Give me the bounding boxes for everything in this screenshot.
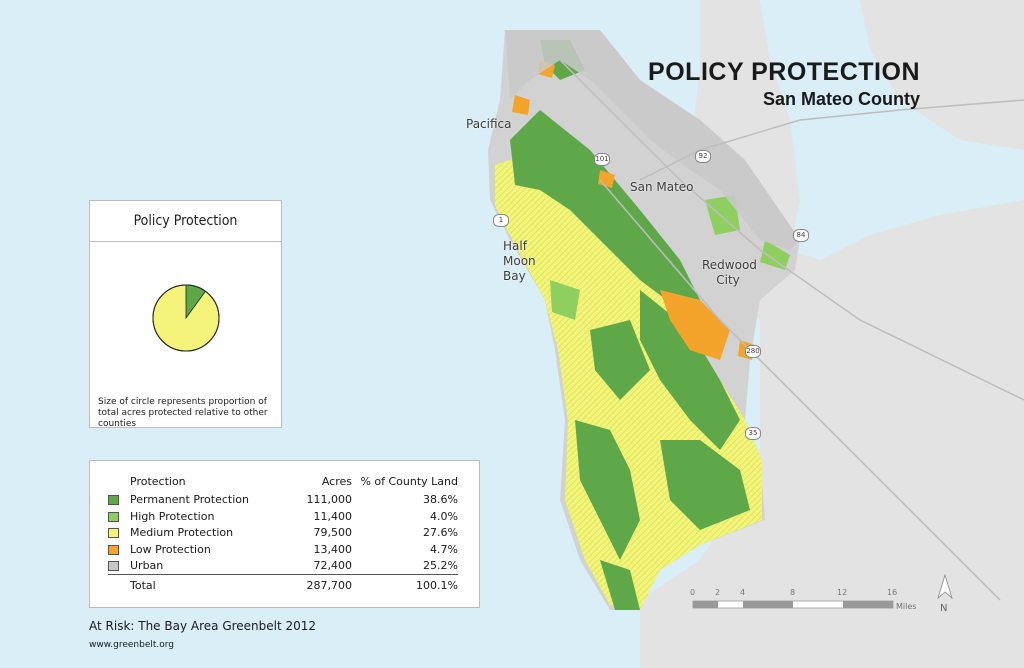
legend-panel: Protection Acres % of County Land Perman… bbox=[89, 460, 480, 608]
zone-permanent-2 bbox=[640, 290, 740, 450]
legend-header-acres: Acres bbox=[321, 474, 352, 488]
legend-row-name: Permanent Protection bbox=[130, 493, 249, 507]
road-101 bbox=[559, 59, 1024, 401]
legend-swatch-permanent bbox=[108, 495, 119, 506]
legend-row-pct: 27.6% bbox=[423, 526, 458, 540]
highway-shield-280: 280 bbox=[745, 345, 761, 358]
highway-shield-84: 84 bbox=[793, 229, 809, 242]
map-title: POLICY PROTECTION bbox=[648, 58, 920, 86]
zone-permanent-3 bbox=[575, 420, 640, 560]
legend-row-name: Medium Protection bbox=[130, 526, 234, 540]
legend-row-name: Urban bbox=[130, 559, 164, 573]
zone-urban bbox=[505, 30, 800, 250]
zone-permanent-1 bbox=[510, 110, 700, 310]
legend-row-acres: 79,500 bbox=[313, 526, 353, 540]
place-label-pacifica: Pacifica bbox=[466, 117, 512, 131]
legend-row: Urban 72,400 25.2% bbox=[108, 558, 458, 575]
scale-unit: Miles bbox=[896, 602, 917, 611]
legend-swatch-high bbox=[108, 511, 119, 522]
land-north bbox=[860, 0, 1024, 150]
zone-high-2 bbox=[760, 240, 790, 270]
pie-panel-note: Size of circle represents proportion of … bbox=[98, 397, 268, 429]
place-label-redwood-city: Redwood City bbox=[702, 258, 757, 287]
road-280 bbox=[599, 179, 1001, 601]
north-arrow bbox=[937, 573, 953, 600]
legend-swatch-urban bbox=[108, 561, 119, 572]
legend-row-name: High Protection bbox=[130, 509, 215, 523]
credit-url[interactable]: www.greenbelt.org bbox=[89, 640, 175, 650]
place-label-san-mateo: San Mateo bbox=[630, 180, 694, 194]
place-label-half-moon-bay: Half Moon Bay bbox=[503, 239, 536, 283]
north-label: N bbox=[940, 603, 948, 614]
legend-total-acres: 287,700 bbox=[282, 574, 352, 594]
pie-panel-divider bbox=[90, 241, 281, 242]
scale-tick-2: 2 bbox=[715, 588, 721, 597]
legend-row-acres: 13,400 bbox=[313, 542, 353, 556]
legend-total-pct: 100.1% bbox=[352, 574, 458, 594]
scale-tick-4: 4 bbox=[740, 588, 746, 597]
legend-row-pct: 38.6% bbox=[423, 493, 458, 507]
legend-row: Low Protection 13,400 4.7% bbox=[108, 541, 458, 558]
legend-row-acres: 11,400 bbox=[313, 509, 353, 523]
map-title-block: POLICY PROTECTION San Mateo County bbox=[648, 58, 920, 110]
scale-tick-0: 0 bbox=[690, 588, 696, 597]
legend-total-row: Total 287,700 100.1% bbox=[108, 574, 458, 594]
pie-outline bbox=[152, 284, 220, 352]
legend-header-protection: Protection bbox=[130, 474, 186, 488]
zone-permanent-4 bbox=[660, 440, 750, 530]
zone-permanent-6 bbox=[590, 320, 650, 400]
legend-header-row: Protection Acres % of County Land bbox=[108, 473, 458, 492]
zone-high-3 bbox=[550, 280, 580, 320]
pie-panel: Policy Protection Size of circle represe… bbox=[89, 200, 282, 429]
legend-row-acres: 72,400 bbox=[313, 559, 353, 573]
legend-row: Medium Protection 79,500 27.6% bbox=[108, 525, 458, 542]
road-92 bbox=[639, 99, 1024, 181]
highway-shield-101: 101 bbox=[594, 153, 610, 166]
scale-tick-16: 16 bbox=[887, 588, 898, 597]
protection-pie-chart bbox=[152, 284, 220, 352]
legend-row-acres: 111,000 bbox=[306, 493, 353, 507]
credit-title: At Risk: The Bay Area Greenbelt 2012 bbox=[89, 619, 317, 633]
zone-low-1 bbox=[660, 290, 730, 360]
legend-row: High Protection 11,400 4.0% bbox=[108, 508, 458, 525]
legend-header-pct: % of County Land bbox=[360, 474, 458, 488]
legend-row-pct: 25.2% bbox=[423, 559, 458, 573]
scale-tick-8: 8 bbox=[790, 588, 796, 597]
legend-swatch-low bbox=[108, 544, 119, 555]
legend-row-name: Low Protection bbox=[130, 542, 211, 556]
highway-shield-1: 1 bbox=[493, 214, 509, 227]
legend-row-pct: 4.0% bbox=[430, 509, 458, 523]
pie-panel-title: Policy Protection bbox=[133, 213, 238, 229]
highway-shield-35: 35 bbox=[745, 427, 761, 440]
zone-permanent-7 bbox=[600, 560, 640, 610]
legend-table: Protection Acres % of County Land Perman… bbox=[108, 473, 458, 594]
scale-bar bbox=[692, 600, 894, 609]
zone-low-2 bbox=[512, 95, 530, 115]
map-subtitle: San Mateo County bbox=[762, 89, 920, 109]
legend-row-pct: 4.7% bbox=[430, 542, 458, 556]
legend-total-name: Total bbox=[130, 574, 282, 594]
legend-row: Permanent Protection 111,000 38.6% bbox=[108, 492, 458, 509]
scale-tick-12: 12 bbox=[837, 588, 848, 597]
highway-shield-92: 92 bbox=[695, 150, 711, 163]
legend-swatch-medium bbox=[108, 528, 119, 539]
